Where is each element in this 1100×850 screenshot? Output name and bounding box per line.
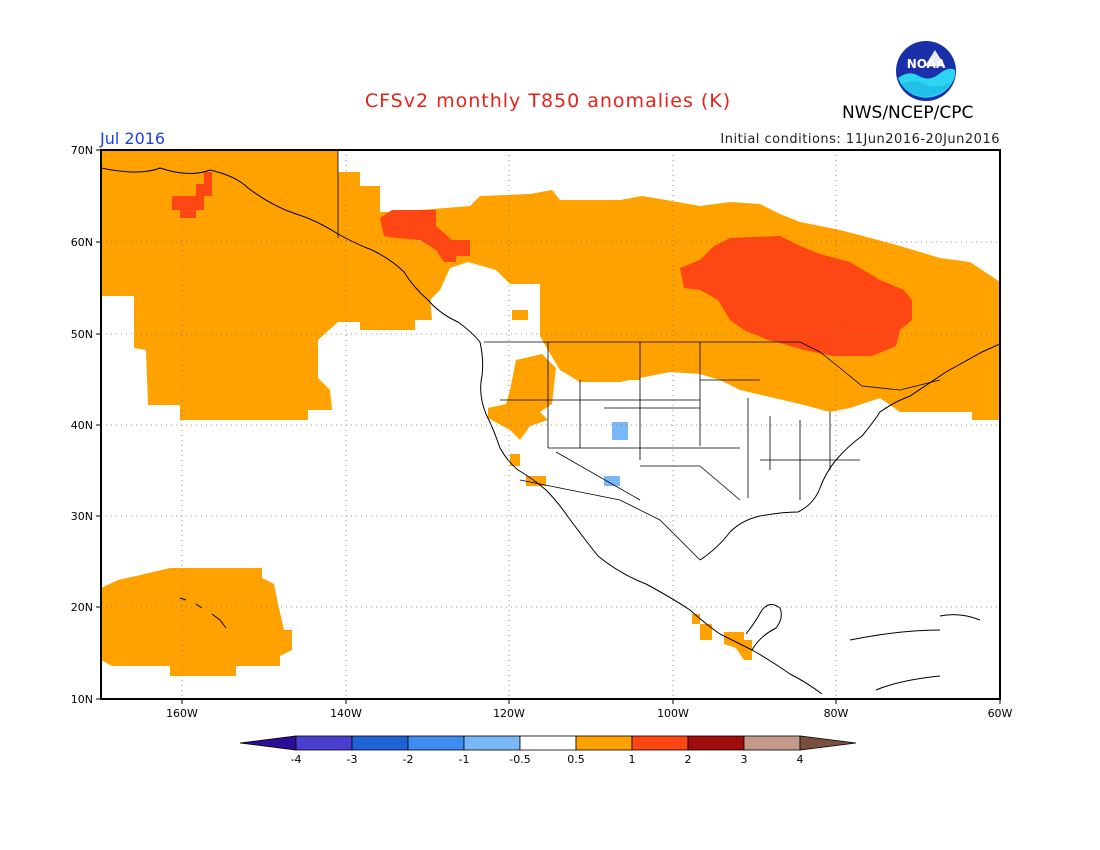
agency-label: NWS/NCEP/CPC — [842, 103, 974, 123]
anomaly-region-oregon-coast — [512, 310, 528, 320]
anomaly-region-hawaii — [101, 568, 292, 676]
colorbar-label: -0.5 — [509, 753, 530, 766]
political-borders — [337, 150, 941, 561]
colorbar-segment-2 — [351, 735, 409, 751]
lat-label-60n: 60N — [71, 236, 93, 249]
colorbar-segment-5 — [519, 735, 577, 751]
colorbar-segment-8 — [687, 735, 745, 751]
colorbar-legend — [239, 735, 857, 751]
colorbar-label: -1 — [459, 753, 470, 766]
anomaly-region-alaska-pacific — [101, 150, 432, 420]
lon-label-140w: 140W — [330, 707, 362, 720]
colorbar-segment-above-max — [799, 735, 857, 751]
lon-label-60w: 60W — [988, 707, 1013, 720]
anomaly-region-cool-new-mexico — [604, 476, 620, 486]
colorbar-label: 1 — [629, 753, 636, 766]
forecast-month: Jul 2016 — [100, 129, 166, 148]
anomaly-region-central-america — [692, 614, 752, 660]
anomaly-region-hot-hudson — [680, 236, 912, 356]
lon-label-120w: 120W — [493, 707, 525, 720]
colorbar-label: 2 — [685, 753, 692, 766]
lat-label-10n: 10N — [71, 693, 93, 706]
anomaly-region-n-plains — [580, 356, 640, 380]
chart-title: CFSv2 monthly T850 anomalies (K) — [364, 90, 732, 112]
colorbar-label: -3 — [347, 753, 358, 766]
colorbar-label: 3 — [741, 753, 748, 766]
lon-label-100w: 100W — [657, 707, 689, 720]
colorbar-segment-4 — [463, 735, 521, 751]
lat-label-30n: 30N — [71, 510, 93, 523]
logo-text: NOAA — [907, 57, 946, 71]
anomaly-region-hot-alaska — [172, 172, 212, 218]
lon-label-80w: 80W — [824, 707, 849, 720]
lat-label-50n: 50N — [71, 328, 93, 341]
anomaly-region-s-cal — [510, 454, 546, 486]
anomaly-region-maritimes — [960, 300, 1000, 360]
colorbar-label: 0.5 — [567, 753, 585, 766]
anomaly-region-canada-band — [420, 190, 1000, 420]
anomaly-region-hot-bc — [380, 210, 470, 262]
colorbar-label: 4 — [797, 753, 804, 766]
colorbar-label: -4 — [291, 753, 302, 766]
lat-label-70n: 70N — [71, 144, 93, 157]
colorbar-segment-7 — [631, 735, 689, 751]
colorbar-segment-below-min — [239, 735, 297, 751]
lat-label-20n: 20N — [71, 601, 93, 614]
anomaly-fields — [101, 150, 1000, 695]
anomaly-region-us-west — [488, 354, 556, 440]
colorbar-segment-1 — [295, 735, 353, 751]
lon-label-160w: 160W — [166, 707, 198, 720]
noaa-logo-icon: NOAA — [896, 41, 956, 101]
colorbar-segment-6 — [575, 735, 633, 751]
colorbar-segment-9 — [743, 735, 801, 751]
initial-conditions: Initial conditions: 11Jun2016-20Jun2016 — [720, 132, 1000, 147]
colorbar-segment-3 — [407, 735, 465, 751]
colorbar-label: -2 — [403, 753, 414, 766]
lat-label-40n: 40N — [71, 419, 93, 432]
anomaly-region-cool-colorado — [612, 422, 628, 440]
